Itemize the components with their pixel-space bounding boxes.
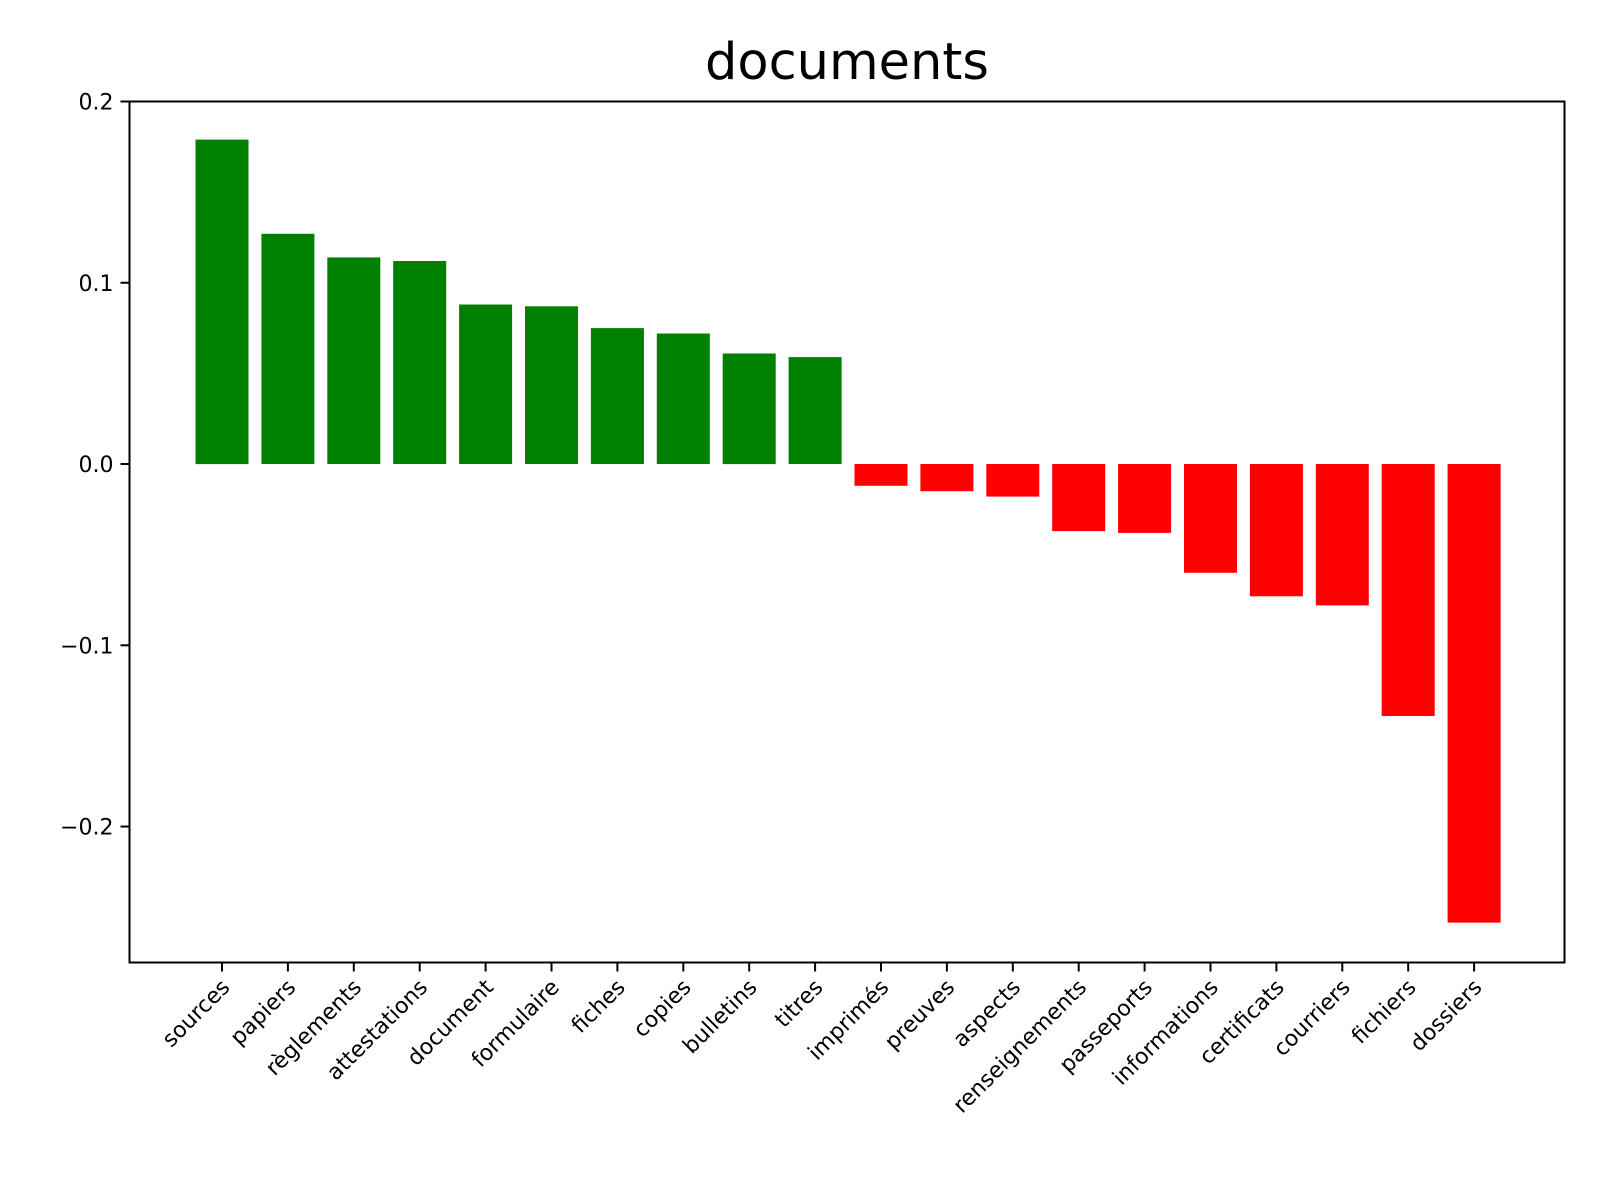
y-tick-label: 0.2 bbox=[79, 91, 114, 116]
bar-attestations bbox=[393, 261, 447, 464]
plot-frame bbox=[128, 100, 1566, 964]
bars-layer bbox=[195, 139, 1501, 923]
bar-passeports bbox=[1118, 464, 1172, 533]
bar-informations bbox=[1184, 464, 1237, 573]
bar-copies bbox=[656, 333, 710, 464]
bar-document bbox=[459, 304, 513, 464]
bar-bulletins bbox=[722, 353, 776, 465]
y-tick-label: −0.2 bbox=[60, 816, 113, 841]
bar-sources bbox=[195, 139, 249, 465]
x-tick-label: titres bbox=[770, 975, 828, 1033]
y-axis: 0.2 0.1 0.0 −0.1 −0.2 bbox=[60, 91, 130, 841]
bar-papiers bbox=[261, 233, 315, 464]
bar-preuves bbox=[920, 464, 974, 492]
x-tick-label: fiches bbox=[567, 975, 631, 1039]
x-axis: sourcespapiersrèglementsattestationsdocu… bbox=[158, 962, 1488, 1118]
bar-courriers bbox=[1315, 464, 1369, 606]
bar-imprimés bbox=[854, 464, 908, 486]
bar-formulaire bbox=[525, 306, 578, 464]
x-tick-label: dossiers bbox=[1406, 975, 1488, 1057]
y-tick-label: 0.1 bbox=[79, 272, 114, 297]
bar-aspects bbox=[986, 464, 1040, 497]
bar-fiches bbox=[590, 328, 644, 464]
x-tick-label: sources bbox=[158, 975, 235, 1052]
bar-renseignements bbox=[1052, 464, 1106, 532]
chart-title: documents bbox=[705, 33, 989, 92]
bar-titres bbox=[788, 357, 842, 464]
y-tick-label: 0.0 bbox=[79, 453, 114, 478]
x-tick-label: preuves bbox=[880, 975, 960, 1055]
y-tick-label: −0.1 bbox=[60, 634, 113, 659]
bar-dossiers bbox=[1447, 464, 1501, 923]
bar-certificats bbox=[1249, 464, 1303, 597]
bar-règlements bbox=[327, 257, 381, 464]
bar-fichiers bbox=[1381, 464, 1435, 716]
